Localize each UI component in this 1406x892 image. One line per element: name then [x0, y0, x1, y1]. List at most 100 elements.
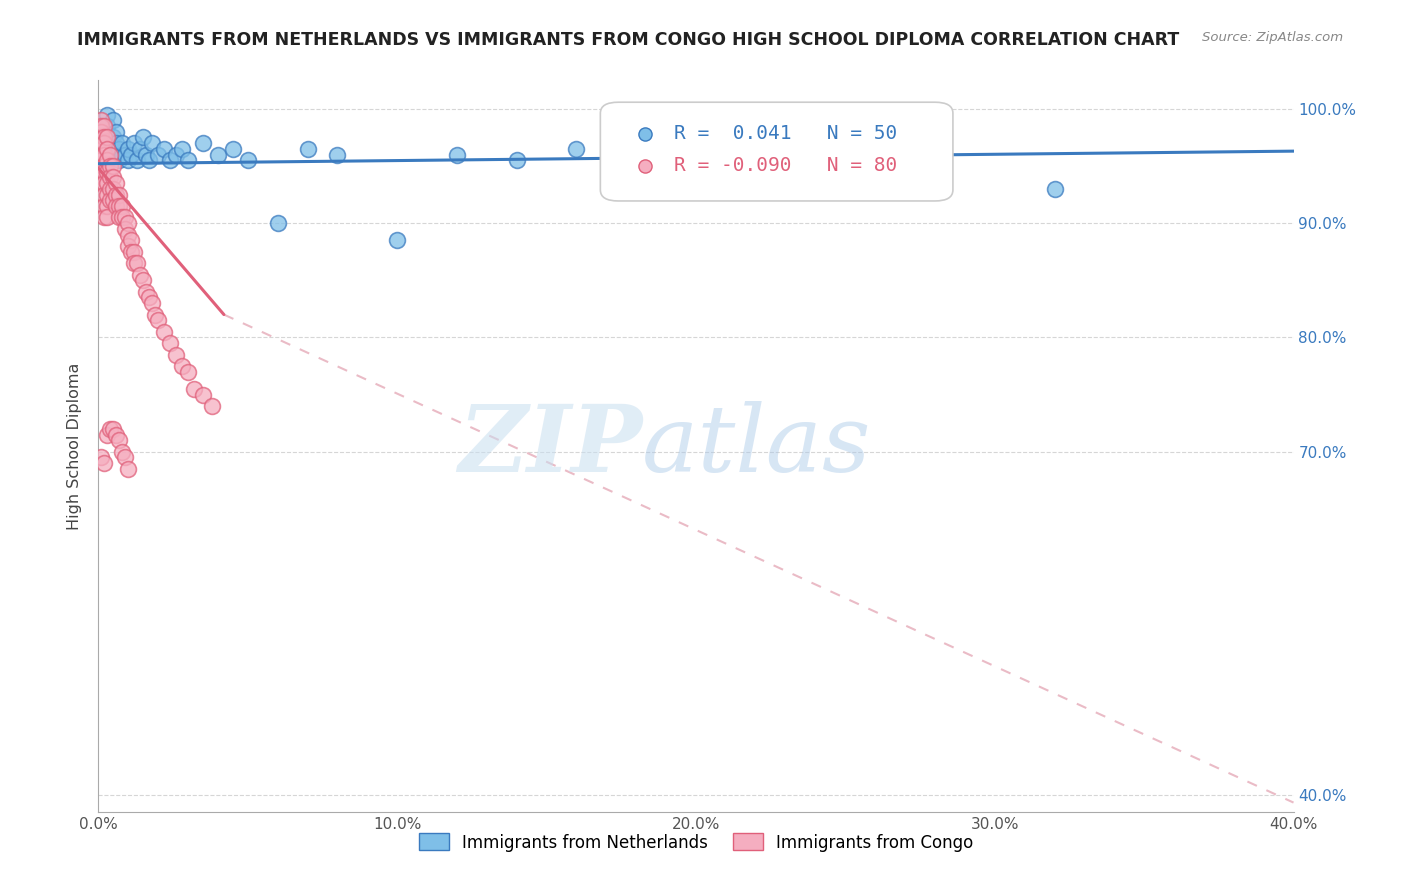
Point	[177, 153, 200, 168]
Text: atlas: atlas	[643, 401, 872, 491]
Point	[90, 125, 112, 139]
Point	[127, 153, 149, 168]
Point	[93, 164, 115, 178]
Point	[90, 450, 112, 465]
Point	[236, 153, 259, 168]
Point	[165, 347, 187, 362]
Point	[96, 130, 118, 145]
Point	[135, 285, 157, 299]
Point	[108, 187, 131, 202]
Point	[98, 147, 122, 161]
Point	[114, 222, 136, 236]
Point	[96, 153, 118, 168]
Text: ZIP: ZIP	[458, 401, 643, 491]
Point	[103, 130, 125, 145]
Point	[98, 182, 122, 196]
Point	[93, 211, 115, 225]
Point	[172, 142, 194, 156]
Point	[96, 130, 118, 145]
Point	[103, 182, 125, 196]
Point	[148, 313, 170, 327]
Point	[129, 268, 152, 282]
Point	[117, 462, 139, 476]
Point	[105, 136, 128, 150]
Point	[108, 153, 131, 168]
Point	[98, 194, 122, 208]
Point	[105, 187, 128, 202]
Point	[120, 244, 142, 259]
Point	[96, 142, 118, 156]
Point	[165, 147, 187, 161]
Point	[108, 142, 131, 156]
Point	[141, 296, 163, 310]
Point	[90, 147, 112, 161]
Point	[105, 125, 128, 139]
Point	[124, 136, 146, 150]
Point	[108, 211, 131, 225]
Point	[111, 444, 134, 458]
Point	[143, 308, 166, 322]
Point	[446, 147, 468, 161]
Point	[103, 422, 125, 436]
Point	[98, 170, 122, 185]
Point	[93, 159, 115, 173]
Point	[111, 147, 134, 161]
Point	[96, 427, 118, 442]
Point	[90, 136, 112, 150]
Point	[685, 147, 707, 161]
Point	[90, 164, 112, 178]
Point	[98, 136, 122, 150]
Point	[114, 211, 136, 225]
Point	[105, 147, 128, 161]
Point	[114, 147, 136, 161]
Point	[93, 199, 115, 213]
Point	[117, 227, 139, 242]
Point	[506, 153, 529, 168]
Point	[96, 211, 118, 225]
Point	[103, 142, 125, 156]
Point	[120, 233, 142, 247]
Point	[565, 142, 588, 156]
Text: IMMIGRANTS FROM NETHERLANDS VS IMMIGRANTS FROM CONGO HIGH SCHOOL DIPLOMA CORRELA: IMMIGRANTS FROM NETHERLANDS VS IMMIGRANT…	[77, 31, 1180, 49]
Point	[96, 176, 118, 190]
Point	[90, 142, 112, 156]
Y-axis label: High School Diploma: High School Diploma	[67, 362, 83, 530]
Point	[129, 142, 152, 156]
Point	[138, 153, 160, 168]
Point	[98, 159, 122, 173]
Point	[191, 136, 214, 150]
Point	[117, 239, 139, 253]
Point	[132, 273, 155, 287]
FancyBboxPatch shape	[600, 103, 953, 201]
Point	[90, 119, 112, 133]
Point	[111, 199, 134, 213]
Point	[141, 136, 163, 150]
Point	[117, 142, 139, 156]
Point	[159, 336, 181, 351]
Point	[96, 107, 118, 121]
Point	[93, 130, 115, 145]
Point	[177, 365, 200, 379]
Point	[105, 427, 128, 442]
Point	[117, 153, 139, 168]
Point	[93, 176, 115, 190]
Point	[90, 136, 112, 150]
Point	[201, 399, 224, 413]
Point	[90, 125, 112, 139]
Point	[153, 142, 176, 156]
Point	[183, 382, 205, 396]
Point	[93, 187, 115, 202]
Point	[96, 187, 118, 202]
Point	[127, 256, 149, 270]
Point	[96, 164, 118, 178]
Point	[90, 176, 112, 190]
Point	[90, 130, 112, 145]
Point	[90, 113, 112, 128]
Point	[114, 450, 136, 465]
Point	[117, 216, 139, 230]
Point	[105, 199, 128, 213]
Point	[172, 359, 194, 373]
Point	[297, 142, 319, 156]
Point	[93, 119, 115, 133]
Text: R = -0.090   N = 80: R = -0.090 N = 80	[675, 156, 897, 176]
